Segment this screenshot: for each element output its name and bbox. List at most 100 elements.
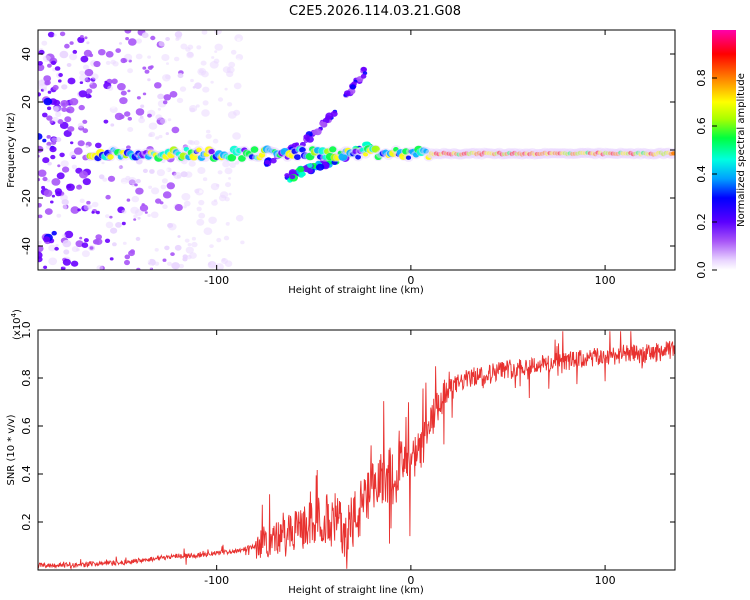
spectral-blob [160, 184, 167, 190]
spectral-blob [148, 122, 158, 130]
spectral-blob [38, 145, 44, 153]
spectral-blob [239, 91, 247, 98]
spectral-blob [185, 246, 194, 254]
spectral-blob [110, 227, 118, 234]
spectral-blob [127, 116, 132, 121]
spectral-blob [70, 260, 79, 267]
spectral-blob [178, 263, 184, 269]
spectral-blob [112, 61, 119, 67]
spectral-blob [191, 241, 198, 248]
spectral-blob [262, 118, 267, 122]
spectral-blob [78, 90, 88, 98]
spectral-blob [54, 246, 59, 251]
spectral-blob [221, 223, 225, 227]
spectral-blob [91, 201, 99, 208]
spectral-blob [167, 118, 172, 122]
spectral-blob [268, 195, 276, 203]
spectral-blob [51, 178, 61, 186]
spectral-blob [219, 191, 229, 199]
spectral-blob [53, 33, 57, 37]
spectral-blob [79, 198, 85, 203]
spectral-blob [187, 51, 194, 58]
spectral-blob [224, 87, 228, 91]
spectral-blob [151, 247, 155, 251]
spectral-blob [54, 188, 63, 195]
spectral-blob [222, 66, 231, 73]
spectral-blob [59, 31, 66, 37]
spectral-blob [240, 240, 245, 245]
spectral-blob [77, 184, 81, 188]
spectral-blob [282, 76, 291, 84]
spectral-blob [140, 104, 145, 108]
spectral-blob [228, 61, 236, 68]
colorbar-tick-label: 0.8 [695, 69, 708, 87]
spectral-blob [125, 37, 129, 41]
spectral-blob [53, 105, 62, 113]
spectral-blob [82, 128, 89, 134]
spectral-blob [234, 160, 240, 165]
spectral-blob [155, 136, 160, 140]
spectral-blob [62, 239, 72, 248]
spectral-blob [272, 223, 281, 231]
spectral-blob [49, 146, 57, 153]
spectral-blob [86, 200, 91, 205]
spectral-blob [154, 261, 160, 266]
spectral-blob [52, 84, 59, 91]
spectral-blob [233, 82, 242, 90]
snr-scale-close: ) [12, 309, 23, 313]
snr-scale-exponent: 4 [10, 312, 18, 317]
spectral-blob [63, 249, 70, 255]
spectral-blob [89, 246, 94, 250]
spectral-blob [225, 182, 231, 188]
spectral-blob [42, 157, 50, 164]
spectral-blob [71, 164, 78, 170]
spectral-blob [210, 80, 214, 84]
spectral-blob [281, 84, 290, 92]
spectral-blob [201, 30, 208, 35]
spectral-blob [56, 213, 62, 218]
spectral-blob [195, 104, 200, 108]
spectral-blob [174, 56, 180, 62]
spectral-blob [47, 90, 52, 94]
spectral-blob [102, 177, 108, 182]
spectral-blob [144, 69, 150, 74]
spectral-blob [205, 186, 209, 189]
spectral-blob [40, 79, 44, 82]
spectral-blob [69, 41, 74, 45]
spectral-blob [139, 204, 149, 212]
spectral-blob [236, 228, 244, 234]
spectral-blob [360, 73, 367, 79]
spectral-blob [58, 73, 63, 77]
spectral-blob [147, 55, 152, 59]
spectrogram-y-tick-label: 20 [20, 95, 33, 109]
spectral-blob [225, 222, 231, 226]
snr-scale-text: (x10 [12, 317, 23, 340]
spectral-blob [161, 54, 170, 61]
spectral-blob [43, 265, 48, 269]
spectral-blob [71, 246, 79, 253]
spectral-blob [96, 265, 104, 270]
spectral-blob [284, 173, 290, 178]
spectral-blob [315, 163, 325, 171]
spectral-blob [95, 234, 102, 240]
spectral-blob [135, 187, 144, 195]
spectral-blob [136, 267, 141, 270]
spectral-blob [80, 55, 89, 63]
spectral-blob [84, 68, 94, 77]
spectral-blob [59, 152, 65, 158]
spectral-blob [38, 214, 43, 219]
spectral-blob [135, 38, 142, 44]
spectral-blob [254, 108, 262, 115]
spectral-blob [150, 35, 156, 41]
spectral-blob [361, 67, 367, 72]
spectral-blob [167, 261, 172, 266]
spectral-blob [98, 174, 105, 180]
spectral-blob [162, 191, 172, 199]
spectral-blob [115, 48, 121, 53]
spectral-blob [147, 78, 151, 82]
spectral-blob [105, 51, 114, 58]
spectral-blob [225, 43, 234, 50]
spectral-blob [223, 235, 230, 241]
snr-x-ticks: -100 0 100 [204, 330, 616, 587]
